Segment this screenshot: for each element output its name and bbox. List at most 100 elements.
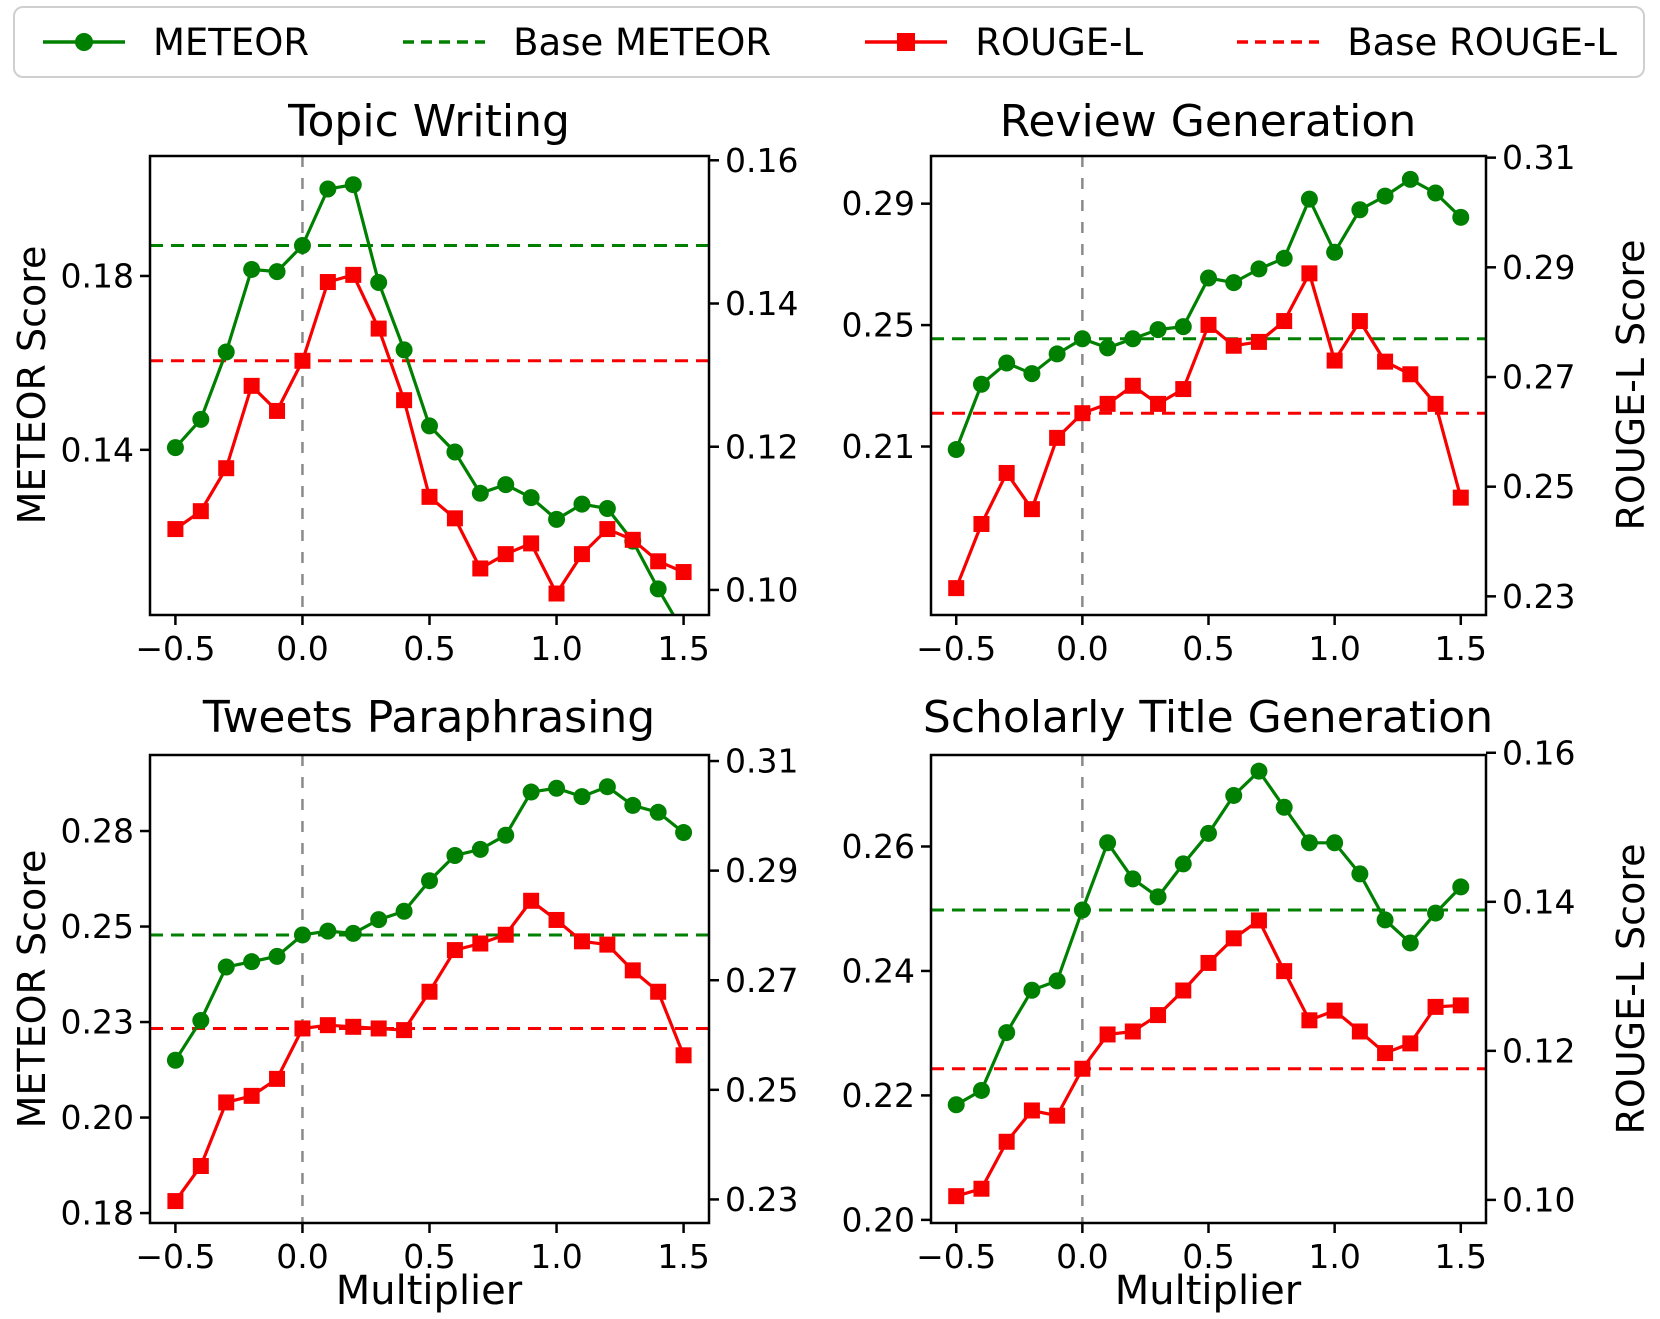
data-point-rouge-l [243, 1087, 260, 1104]
data-point-meteor [370, 273, 388, 291]
data-point-meteor [675, 824, 693, 842]
data-point-meteor [395, 341, 413, 359]
x-tick-label: −0.5 [135, 629, 215, 668]
series-line-meteor [174, 784, 685, 1062]
data-point-meteor [998, 1024, 1016, 1042]
data-point-rouge-l [675, 1047, 692, 1064]
data-point-meteor [972, 375, 990, 393]
data-point-rouge-l [497, 926, 514, 943]
left-tick-label: 0.18 [61, 1194, 134, 1233]
right-tick-label: 0.10 [1502, 1180, 1575, 1219]
data-point-meteor [1452, 208, 1470, 226]
data-point-rouge-l [973, 1180, 990, 1197]
data-point-rouge-l [624, 962, 641, 979]
data-point-rouge-l [446, 510, 463, 527]
left-tick-label: 0.21 [842, 427, 915, 466]
data-point-meteor [1376, 911, 1394, 929]
x-tick-label: 0.5 [1182, 629, 1234, 668]
data-point-meteor [1326, 243, 1344, 261]
x-tick-label: −0.5 [916, 629, 996, 668]
data-point-rouge-l [167, 521, 184, 538]
data-point-rouge-l [1225, 337, 1242, 354]
data-point-rouge-l [1452, 489, 1469, 506]
data-point-rouge-l [998, 464, 1015, 481]
x-tick-label: 1.5 [1435, 629, 1487, 668]
right-tick-label: 0.16 [725, 141, 798, 180]
legend-entry-base-rouge: Base ROUGE-L [1235, 24, 1617, 61]
x-tick-label: 0.5 [1182, 1237, 1234, 1276]
series-rouge-l [948, 912, 1469, 1205]
data-point-meteor [1124, 330, 1142, 348]
data-point-rouge-l [650, 983, 667, 1000]
data-point-meteor [1099, 339, 1117, 357]
left-tick-label: 0.22 [842, 1076, 915, 1115]
data-point-rouge-l [573, 933, 590, 950]
data-point-meteor [192, 1012, 210, 1030]
data-point-rouge-l [573, 546, 590, 563]
data-point-meteor [1023, 981, 1041, 999]
data-point-meteor [1174, 855, 1192, 873]
rouge-line-sample-icon [865, 33, 948, 51]
left-tick-label: 0.24 [842, 952, 915, 991]
data-point-rouge-l [650, 553, 667, 570]
legend-label-rouge: ROUGE-L [975, 20, 1144, 64]
right-tick-label: 0.14 [725, 284, 798, 323]
data-point-meteor [1300, 190, 1318, 208]
x-tick-label: 1.5 [657, 1237, 709, 1276]
right-tick-label: 0.10 [725, 570, 798, 609]
data-point-rouge-l [523, 892, 540, 909]
data-point-meteor [243, 260, 261, 278]
data-point-meteor [1351, 865, 1369, 883]
data-point-rouge-l [396, 1022, 413, 1039]
data-point-meteor [344, 924, 362, 942]
right-tick-label: 0.29 [725, 851, 798, 890]
data-point-rouge-l [1200, 316, 1217, 333]
data-point-meteor [972, 1081, 990, 1099]
legend: METEOR Base METEOR ROUGE-L Base ROUGE-L [13, 6, 1645, 78]
data-point-meteor [395, 902, 413, 920]
data-point-meteor [598, 778, 616, 796]
data-point-meteor [421, 872, 438, 890]
right-tick-label: 0.31 [1502, 138, 1575, 177]
base-meteor-dashed-sample-icon [403, 40, 486, 44]
data-point-meteor [1452, 878, 1470, 896]
data-point-rouge-l [446, 942, 463, 959]
data-point-rouge-l [1351, 313, 1368, 330]
right-tick-label: 0.14 [1502, 882, 1575, 921]
data-point-meteor [243, 953, 261, 971]
data-point-rouge-l [421, 983, 438, 1000]
data-point-rouge-l [192, 1158, 209, 1175]
legend-label-base-meteor: Base METEOR [513, 20, 772, 64]
right-tick-label: 0.27 [725, 961, 798, 1000]
data-point-meteor [293, 926, 311, 944]
data-point-rouge-l [1175, 982, 1192, 999]
data-point-rouge-l [548, 911, 565, 928]
data-point-rouge-l [1301, 265, 1318, 282]
data-point-meteor [1401, 934, 1419, 952]
base-rouge-dashed-sample-icon [1237, 40, 1320, 44]
data-point-meteor [624, 796, 642, 814]
x-tick-label: 1.0 [530, 629, 582, 668]
x-tick-label: 1.0 [1308, 629, 1360, 668]
data-point-meteor [548, 779, 566, 797]
chart-title-tweets-paraphrasing: Tweets Paraphrasing [202, 692, 656, 743]
data-point-rouge-l [243, 377, 260, 394]
left-tick-label: 0.18 [61, 257, 134, 296]
series-meteor [947, 762, 1470, 1114]
data-point-rouge-l [1377, 1045, 1394, 1062]
data-point-meteor [522, 489, 540, 507]
data-point-meteor [268, 263, 286, 281]
data-point-rouge-l [1074, 1060, 1091, 1077]
series-rouge-l [948, 265, 1469, 597]
data-point-meteor [1225, 274, 1243, 292]
data-point-rouge-l [1124, 377, 1141, 394]
data-point-rouge-l [1175, 381, 1192, 398]
left-tick-label: 0.20 [61, 1098, 134, 1137]
x-tick-label: 1.0 [530, 1237, 582, 1276]
right-tick-label: 0.12 [1502, 1031, 1575, 1070]
right-tick-label: 0.25 [725, 1070, 798, 1109]
data-point-meteor [446, 443, 464, 461]
left-tick-label: 0.25 [61, 907, 134, 946]
data-point-rouge-l [319, 274, 336, 291]
right-tick-label: 0.27 [1502, 358, 1575, 397]
